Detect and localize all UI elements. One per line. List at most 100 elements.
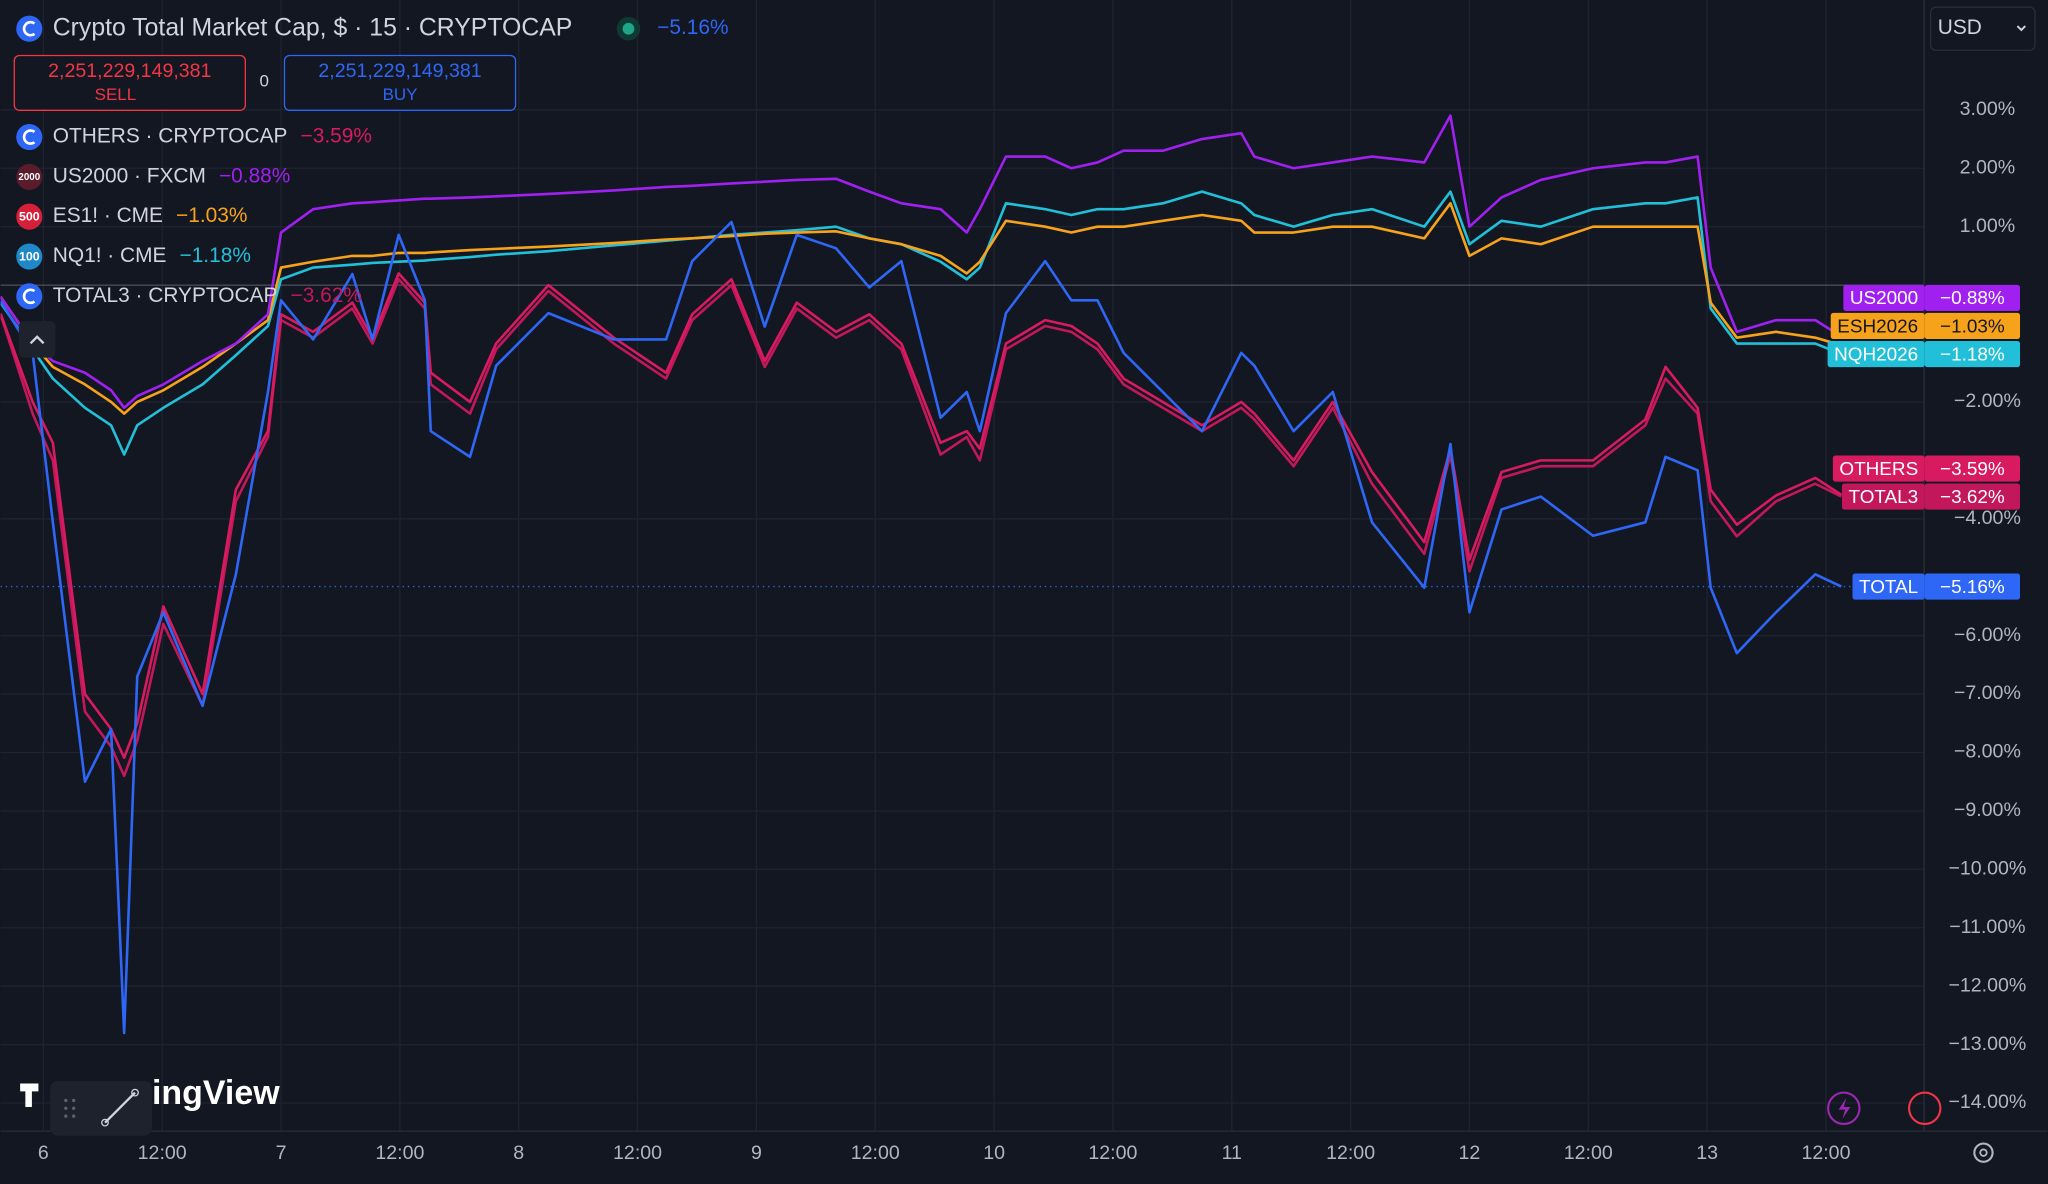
legend-symbol[interactable]: TOTAL3 · CRYPTOCAP	[53, 284, 278, 307]
chevron-up	[29, 335, 45, 345]
series-line	[0, 114, 1843, 410]
currency-label[interactable]: USD	[1938, 16, 1982, 39]
legend-change: −0.88%	[219, 164, 290, 187]
x-tick-label: 12:00	[138, 1142, 187, 1164]
legend-symbol[interactable]: ES1! · CME	[53, 204, 163, 227]
chevron	[2016, 25, 2026, 32]
main-change: −5.16%	[657, 16, 728, 39]
y-tick-label: −6.00%	[1954, 624, 2021, 646]
symbol-icon	[16, 15, 43, 42]
price-tag: US2000 −0.88%	[1843, 284, 2021, 311]
currency-box[interactable]	[1929, 6, 2036, 51]
price-tag: TOTAL3 −3.62%	[1841, 483, 2021, 510]
x-tick-label: 7	[276, 1142, 287, 1164]
x-tick-label: 10	[983, 1142, 1005, 1164]
y-tick-label: −2.00%	[1954, 390, 2021, 412]
buy-box[interactable]	[283, 54, 517, 111]
lightning-icon	[1838, 1097, 1851, 1119]
legend-change: −3.62%	[291, 284, 362, 307]
trend-line-tool[interactable]	[104, 1091, 136, 1124]
legend-icon-text: 500	[19, 210, 40, 224]
tag-name-box	[1832, 455, 1925, 482]
buy-button[interactable]: 2,251,229,149,381 BUY	[283, 54, 517, 111]
buy-label: BUY	[383, 85, 418, 104]
price-tag: TOTAL −5.16%	[1852, 573, 2021, 600]
status-dot	[622, 22, 635, 35]
sell-button[interactable]: 2,251,229,149,381 SELL	[13, 54, 246, 111]
price-tag: ESH2026 −1.03%	[1830, 312, 2021, 340]
flag-button[interactable]	[1908, 1091, 1942, 1125]
y-tick-label: 1.00%	[1960, 215, 2016, 237]
bottom-icons[interactable]	[1827, 1091, 1994, 1163]
axes: 3.00% 2.00% 1.00% −2.00% −4.00% −6.00% −7.00% −…	[38, 98, 2026, 1164]
buy-price: 2,251,229,149,381	[318, 60, 481, 82]
chart-title[interactable]: Crypto Total Market Cap, $ · 15 · CRYPTO…	[53, 14, 573, 41]
x-tick-label: 12	[1459, 1142, 1481, 1164]
y-tick-label: −7.00%	[1954, 682, 2021, 704]
y-tick-label: −14.00%	[1948, 1091, 2026, 1113]
x-tick-label: 12:00	[851, 1142, 900, 1164]
legend-icon-glyph	[22, 129, 36, 145]
legend-icon	[16, 203, 43, 230]
sell-box[interactable]	[13, 54, 246, 111]
legend-icon-text: 2000	[18, 172, 40, 183]
price-tag: NQH2026 −1.18%	[1827, 340, 2021, 368]
tool-handle	[101, 1118, 109, 1127]
collapse-box[interactable]	[18, 321, 56, 358]
tag-value-box	[1924, 455, 2021, 482]
drag-handle[interactable]	[64, 1098, 76, 1118]
settings-button[interactable]	[1973, 1142, 1994, 1163]
legend-icon	[16, 124, 43, 151]
tag-name: ESH2026	[1837, 316, 1918, 337]
x-tick-label: 12:00	[1326, 1142, 1375, 1164]
tag-name: TOTAL3	[1848, 487, 1918, 508]
currency-select[interactable]: USD	[1929, 6, 2036, 51]
tag-value: −0.88%	[1940, 288, 2005, 309]
tag-name: NQH2026	[1834, 344, 1918, 365]
tag-name: TOTAL	[1859, 577, 1918, 598]
price-tags: TOTAL −5.16% TOTAL3 −3.62% OTHERS −3.59% NQH20…	[1827, 284, 2021, 600]
spread: 0	[260, 72, 269, 91]
lightning-button[interactable]	[1827, 1091, 1861, 1125]
x-tick-label: 12:00	[375, 1142, 424, 1164]
price-tag: OTHERS −3.59%	[1832, 455, 2021, 482]
logo-mark	[20, 1083, 39, 1107]
drawing-toolbar[interactable]	[50, 1080, 152, 1136]
legend-change: −1.18%	[180, 244, 251, 267]
legend-symbol[interactable]: US2000 · FXCM	[53, 164, 206, 187]
y-tick-label: −12.00%	[1948, 974, 2026, 996]
y-tick-label: −8.00%	[1954, 741, 2021, 763]
tag-value-box	[1924, 573, 2021, 600]
x-tick-label: 9	[751, 1142, 762, 1164]
tag-value-box	[1924, 284, 2021, 311]
tag-name-box	[1852, 573, 1925, 600]
legend-symbol[interactable]: OTHERS · CRYPTOCAP	[53, 125, 288, 148]
tag-value: −5.16%	[1940, 577, 2005, 598]
legend-icon	[16, 283, 43, 310]
grid	[0, 0, 1924, 1131]
tag-value-box	[1924, 340, 2021, 368]
legend-icon	[16, 243, 43, 270]
legend-symbol[interactable]: NQ1! · CME	[53, 244, 167, 267]
y-tick-label: −11.00%	[1949, 916, 2025, 938]
tag-name-box	[1830, 312, 1925, 340]
tag-value-box	[1924, 312, 2021, 340]
tag-name-box	[1827, 340, 1925, 368]
legend-icon-glyph	[22, 288, 36, 305]
y-tick-label: −4.00%	[1954, 507, 2021, 529]
x-tick-label: 12:00	[1801, 1142, 1850, 1164]
plot	[0, 114, 1924, 1035]
icon-glyph	[22, 20, 36, 37]
y-tick-label: 3.00%	[1960, 98, 2016, 120]
x-tick-label: 13	[1696, 1142, 1718, 1164]
y-tick-label: −13.00%	[1948, 1033, 2026, 1055]
legend-change: −1.03%	[176, 204, 247, 227]
x-tick-label: 11	[1222, 1142, 1242, 1164]
toolbar-box	[50, 1080, 152, 1136]
tag-value: −1.03%	[1940, 316, 2005, 337]
collapse-button[interactable]	[18, 321, 56, 358]
header: Crypto Total Market Cap, $ · 15 · CRYPTO…	[16, 14, 729, 42]
